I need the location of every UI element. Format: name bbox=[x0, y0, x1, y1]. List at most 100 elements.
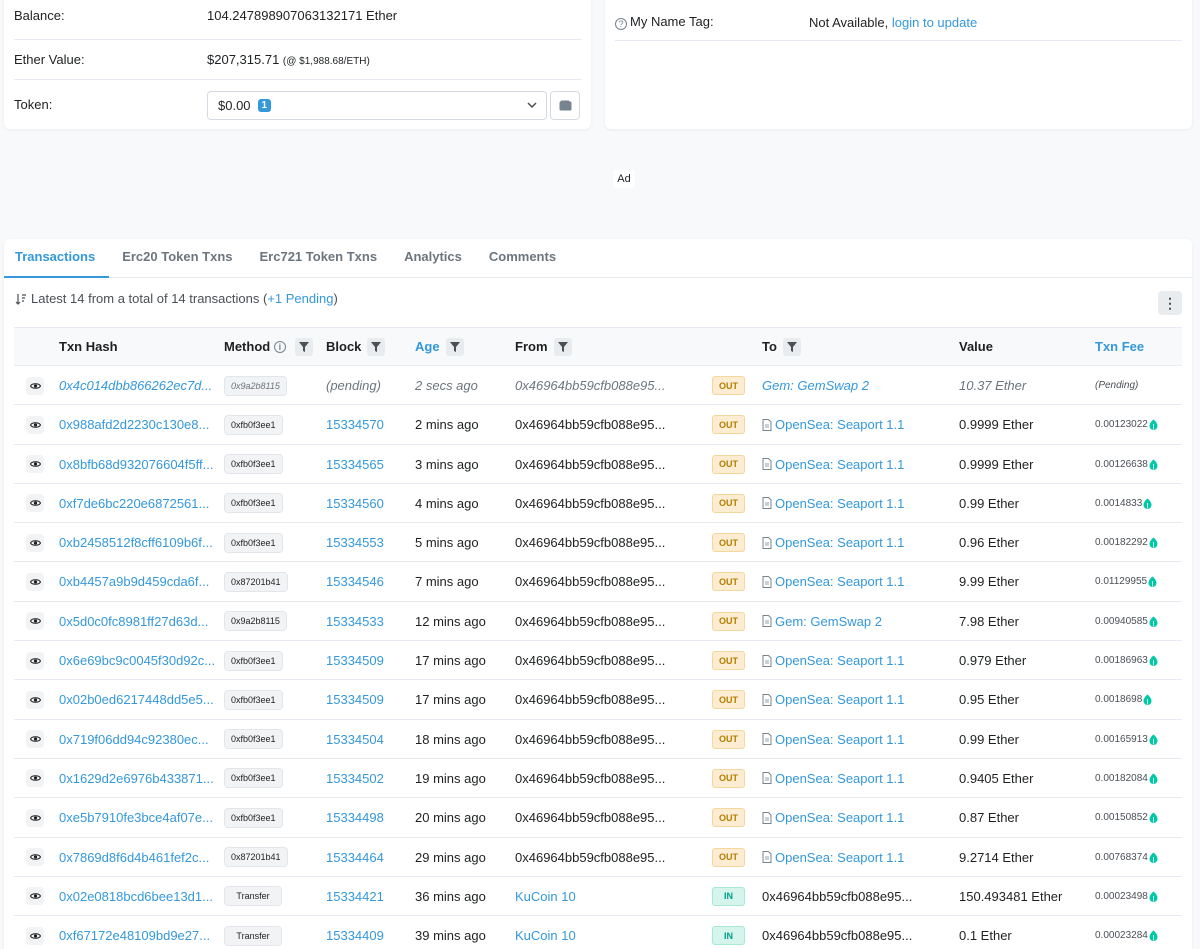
login-link[interactable]: login to update bbox=[891, 14, 978, 30]
to-link[interactable]: OpenSea: Seaport 1.1 bbox=[775, 535, 905, 551]
eye-icon[interactable] bbox=[26, 455, 44, 474]
wallet-button[interactable] bbox=[550, 91, 580, 120]
ether-value-row: Ether Value: $207,315.71 (@ $1,988.68/ET… bbox=[14, 52, 581, 67]
txn-hash-link[interactable]: 0x6e69bc9c0045f30d92c... bbox=[59, 653, 216, 669]
eye-icon[interactable] bbox=[26, 926, 44, 945]
to-link[interactable]: OpenSea: Seaport 1.1 bbox=[775, 417, 905, 433]
to-link[interactable]: OpenSea: Seaport 1.1 bbox=[775, 456, 905, 472]
from-address[interactable]: 0x46964bb59cfb088e95... bbox=[515, 495, 666, 511]
eye-icon[interactable] bbox=[26, 887, 44, 906]
txn-hash-link[interactable]: 0xe5b7910fe3bce4af07e... bbox=[59, 810, 213, 826]
txn-hash-link[interactable]: 0xf7de6bc220e6872561... bbox=[59, 495, 210, 511]
filter-icon[interactable] bbox=[553, 337, 572, 356]
block-link[interactable]: 15334509 bbox=[326, 692, 384, 708]
block-link[interactable]: 15334498 bbox=[326, 810, 384, 826]
from-address[interactable]: 0x46964bb59cfb088e95... bbox=[515, 692, 666, 708]
eye-icon[interactable] bbox=[26, 808, 44, 827]
tab-comments[interactable]: Comments bbox=[488, 249, 557, 264]
block-link[interactable]: 15334502 bbox=[326, 770, 384, 786]
eye-icon[interactable] bbox=[26, 533, 44, 552]
from-address[interactable]: 0x46964bb59cfb088e95... bbox=[515, 770, 666, 786]
from-link[interactable]: KuCoin 10 bbox=[515, 928, 576, 944]
txn-hash-link[interactable]: 0x4c014dbb866262ec7d... bbox=[59, 378, 213, 393]
from-address[interactable]: 0x46964bb59cfb088e95... bbox=[515, 613, 666, 629]
pending-link[interactable]: +1 Pending bbox=[267, 291, 334, 306]
block-link[interactable]: 15334504 bbox=[326, 731, 384, 747]
txn-hash-link[interactable]: 0x8bfb68d932076604f5ff... bbox=[59, 456, 214, 472]
eye-icon[interactable] bbox=[26, 730, 44, 749]
gas-icon bbox=[1143, 694, 1152, 706]
eye-icon[interactable] bbox=[26, 494, 44, 513]
tab-erc721-token-txns[interactable]: Erc721 Token Txns bbox=[259, 249, 378, 264]
eye-icon[interactable] bbox=[26, 769, 44, 788]
to-link[interactable]: OpenSea: Seaport 1.1 bbox=[775, 653, 905, 669]
filter-icon[interactable] bbox=[782, 337, 801, 356]
col-age[interactable]: Age bbox=[415, 328, 464, 365]
to-address[interactable]: 0x46964bb59cfb088e95... bbox=[762, 928, 913, 944]
to-link[interactable]: OpenSea: Seaport 1.1 bbox=[775, 849, 905, 865]
from-address[interactable]: 0x46964bb59cfb088e95... bbox=[515, 535, 666, 551]
contract-icon bbox=[762, 418, 772, 431]
block-link[interactable]: 15334560 bbox=[326, 495, 384, 511]
txn-hash-link[interactable]: 0x988afd2d2230c130e8... bbox=[59, 417, 210, 433]
txn-hash-link[interactable]: 0x02e0818bcd6bee13d1... bbox=[59, 888, 213, 904]
from-address[interactable]: 0x46964bb59cfb088e95... bbox=[515, 456, 666, 472]
tab-transactions[interactable]: Transactions bbox=[4, 239, 110, 278]
txn-hash-link[interactable]: 0x719f06dd94c92380ec... bbox=[59, 731, 209, 747]
eye-icon[interactable] bbox=[26, 612, 44, 631]
block-link[interactable]: 15334570 bbox=[326, 417, 384, 433]
from-address[interactable]: 0x46964bb59cfb088e95... bbox=[515, 810, 666, 826]
txn-hash-link[interactable]: 0x7869d8f6d4b461fef2c... bbox=[59, 849, 210, 865]
to-link[interactable]: OpenSea: Seaport 1.1 bbox=[775, 810, 905, 826]
block-link[interactable]: 15334509 bbox=[326, 653, 384, 669]
block-link[interactable]: 15334409 bbox=[326, 928, 384, 944]
tab-analytics[interactable]: Analytics bbox=[404, 249, 462, 264]
from-address[interactable]: 0x46964bb59cfb088e95... bbox=[515, 378, 666, 393]
eye-icon[interactable] bbox=[26, 690, 44, 709]
token-dropdown[interactable]: $0.00 1 bbox=[207, 91, 547, 120]
to-link[interactable]: OpenSea: Seaport 1.1 bbox=[775, 770, 905, 786]
table-row: 0x7869d8f6d4b461fef2c... 0x87201b41 1533… bbox=[14, 838, 1182, 877]
tab-erc20-token-txns[interactable]: Erc20 Token Txns bbox=[122, 249, 233, 264]
from-address[interactable]: 0x46964bb59cfb088e95... bbox=[515, 417, 666, 433]
from-address[interactable]: 0x46964bb59cfb088e95... bbox=[515, 574, 666, 590]
block-link[interactable]: 15334553 bbox=[326, 535, 384, 551]
txn-hash-link[interactable]: 0xb4457a9b9d459cda6f... bbox=[59, 574, 210, 590]
table-row: 0x02b0ed6217448dd5e5... 0xfb0f3ee1 15334… bbox=[14, 680, 1182, 720]
eye-icon[interactable] bbox=[26, 848, 44, 867]
block-link[interactable]: 15334421 bbox=[326, 888, 384, 904]
table-row: 0x988afd2d2230c130e8... 0xfb0f3ee1 15334… bbox=[14, 405, 1182, 445]
txn-hash-link[interactable]: 0x02b0ed6217448dd5e5... bbox=[59, 692, 214, 708]
txn-hash-link[interactable]: 0xb2458512f8cff6109b6f... bbox=[59, 535, 213, 551]
block-link[interactable]: 15334546 bbox=[326, 574, 384, 590]
txn-hash-link[interactable]: 0x1629d2e6976b433871... bbox=[59, 770, 214, 786]
col-txn-hash: Txn Hash bbox=[59, 339, 118, 354]
to-link[interactable]: Gem: GemSwap 2 bbox=[775, 613, 882, 629]
more-options-button[interactable]: ⋮ bbox=[1158, 291, 1182, 315]
from-address[interactable]: 0x46964bb59cfb088e95... bbox=[515, 731, 666, 747]
filter-icon[interactable] bbox=[367, 337, 386, 356]
txn-hash-link[interactable]: 0x5d0c0fc8981ff27d63d... bbox=[59, 613, 209, 629]
block-link[interactable]: 15334533 bbox=[326, 613, 384, 629]
to-link[interactable]: OpenSea: Seaport 1.1 bbox=[775, 574, 905, 590]
txn-hash-link[interactable]: 0xf67172e48109bd9e27... bbox=[59, 928, 211, 944]
col-value: Value bbox=[959, 339, 993, 354]
filter-icon[interactable] bbox=[294, 337, 313, 356]
to-link[interactable]: OpenSea: Seaport 1.1 bbox=[775, 692, 905, 708]
to-link[interactable]: OpenSea: Seaport 1.1 bbox=[775, 495, 905, 511]
from-address[interactable]: 0x46964bb59cfb088e95... bbox=[515, 653, 666, 669]
block-link[interactable]: 15334565 bbox=[326, 456, 384, 472]
block-link[interactable]: 15334464 bbox=[326, 849, 384, 865]
direction-badge: OUT bbox=[712, 611, 745, 631]
col-txn-fee[interactable]: Txn Fee bbox=[1095, 339, 1145, 354]
to-link[interactable]: OpenSea: Seaport 1.1 bbox=[775, 731, 905, 747]
from-address[interactable]: 0x46964bb59cfb088e95... bbox=[515, 849, 666, 865]
filter-icon[interactable] bbox=[445, 337, 464, 356]
eye-icon[interactable] bbox=[26, 572, 44, 591]
from-link[interactable]: KuCoin 10 bbox=[515, 888, 576, 904]
eye-icon[interactable] bbox=[26, 376, 44, 395]
to-link[interactable]: Gem: GemSwap 2 bbox=[762, 378, 869, 393]
to-address[interactable]: 0x46964bb59cfb088e95... bbox=[762, 888, 913, 904]
eye-icon[interactable] bbox=[26, 415, 44, 434]
eye-icon[interactable] bbox=[26, 651, 44, 670]
